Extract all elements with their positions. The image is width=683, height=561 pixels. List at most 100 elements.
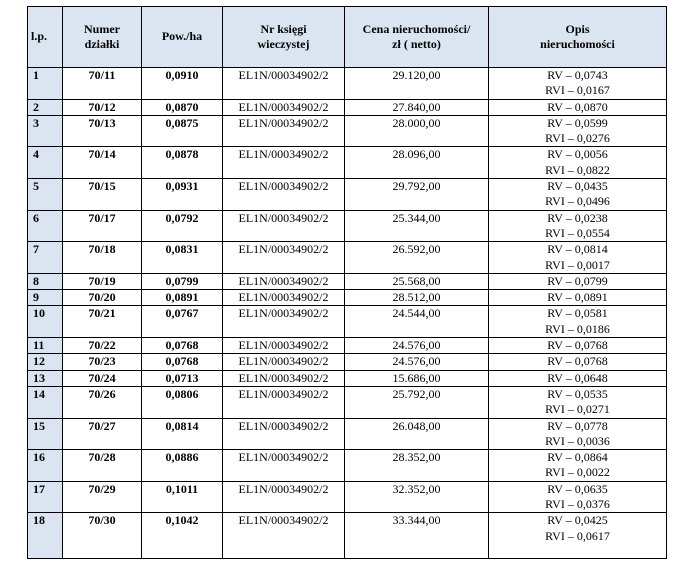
text-line: 28.096,00 bbox=[392, 147, 441, 162]
table-cell: EL1N/00034902/2 bbox=[222, 289, 345, 307]
text-line: 70/15 bbox=[88, 179, 116, 194]
table-cell: EL1N/00034902/2 bbox=[222, 385, 345, 419]
text-line: 1 bbox=[33, 68, 39, 82]
table-cell: 70/19 bbox=[62, 272, 142, 291]
text-line: 18 bbox=[33, 513, 45, 528]
text-line: 0,0792 bbox=[165, 210, 199, 225]
table-cell: RV – 0,0778 RVI – 0,0036 bbox=[488, 417, 667, 451]
table-cell: 18 bbox=[27, 512, 63, 560]
text-line: RVI – 0,0271 bbox=[545, 402, 610, 417]
text-line: RV – 0,0870 bbox=[547, 99, 608, 114]
text-line: 12 bbox=[33, 354, 45, 369]
text-line: EL1N/00034902/2 bbox=[238, 179, 329, 194]
text-line: EL1N/00034902/2 bbox=[238, 290, 329, 305]
table-cell: RV – 0,0814 RVI – 0,0017 bbox=[488, 241, 667, 274]
header-cell: l.p. bbox=[27, 6, 63, 68]
table-cell: 26.048,00 bbox=[344, 417, 489, 451]
table-cell: 70/28 bbox=[62, 449, 142, 482]
table-cell: 24.576,00 bbox=[344, 337, 489, 355]
text-line: 0,0768 bbox=[165, 354, 199, 369]
text-line: RVI – 0,0554 bbox=[545, 225, 610, 240]
text-line: RV – 0,0778 bbox=[547, 418, 608, 433]
text-line: 70/13 bbox=[88, 115, 116, 130]
table-cell: 27.840,00 bbox=[344, 98, 489, 116]
text-line: zł ( netto) bbox=[392, 37, 441, 51]
table-row: 13 70/24 0,0713 EL1N/00034902/2 15.686,00 RV … bbox=[27, 369, 667, 387]
table-cell: EL1N/00034902/2 bbox=[222, 98, 345, 116]
text-line: EL1N/00034902/2 bbox=[238, 273, 329, 288]
table-cell: 70/20 bbox=[62, 289, 142, 307]
text-line: 3 bbox=[33, 115, 39, 130]
table-cell: EL1N/00034902/2 bbox=[222, 337, 345, 355]
text-line: RVI – 0,0617 bbox=[545, 528, 610, 543]
text-line: 24.544,00 bbox=[392, 306, 441, 321]
table-cell: 70/12 bbox=[62, 98, 142, 116]
table-row: 15 70/27 0,0814 EL1N/00034902/2 26.048,00 RV … bbox=[27, 417, 667, 451]
text-line: EL1N/00034902/2 bbox=[238, 68, 329, 82]
table-cell: RV – 0,0743 RVI – 0,0167 bbox=[488, 67, 667, 100]
text-line: RV – 0,0891 bbox=[547, 290, 608, 305]
text-line: 0,0891 bbox=[165, 290, 199, 305]
table-cell: EL1N/00034902/2 bbox=[222, 449, 345, 482]
text-line: 70/27 bbox=[88, 418, 116, 433]
text-line: EL1N/00034902/2 bbox=[238, 338, 329, 353]
text-line: 0,0931 bbox=[165, 179, 199, 194]
table-cell: 0,0891 bbox=[141, 289, 223, 307]
text-line: 0,0806 bbox=[165, 386, 199, 401]
text-line: RVI – 0,0036 bbox=[545, 433, 610, 448]
table-cell: 70/29 bbox=[62, 480, 142, 514]
table-cell: 70/11 bbox=[62, 67, 142, 100]
table-cell: RV – 0,0648 bbox=[488, 369, 667, 387]
text-line: RVI – 0,0276 bbox=[545, 131, 610, 146]
header-cell: Nr księgi wieczystej bbox=[222, 6, 345, 68]
table-cell: 0,0768 bbox=[141, 337, 223, 355]
table-row: 9 70/20 0,0891 EL1N/00034902/2 28.512,00 RV –… bbox=[27, 289, 667, 307]
table-cell: RV – 0,0799 bbox=[488, 272, 667, 291]
text-line: EL1N/00034902/2 bbox=[238, 370, 329, 385]
table-cell: RV – 0,0535 RVI – 0,0271 bbox=[488, 385, 667, 419]
text-line: 0,1042 bbox=[165, 513, 199, 528]
table-cell: 14 bbox=[27, 385, 63, 419]
header-row: l.p. Numer działki Pow./ha Nr księgi wieczyst… bbox=[27, 6, 667, 68]
table-cell: 0,0870 bbox=[141, 98, 223, 116]
text-line: działki bbox=[84, 37, 120, 51]
text-line: 28.000,00 bbox=[392, 115, 441, 130]
text-line: Opis bbox=[565, 21, 590, 36]
text-line: 70/21 bbox=[88, 306, 116, 321]
table-cell: 70/23 bbox=[62, 353, 142, 371]
text-line: 70/20 bbox=[88, 290, 116, 305]
text-line: l.p. bbox=[31, 29, 48, 44]
text-line: RV – 0,0581 bbox=[547, 306, 608, 321]
text-line: RV – 0,0799 bbox=[547, 273, 608, 288]
text-line: 26.048,00 bbox=[392, 418, 441, 433]
table-cell: RV – 0,0238 RVI – 0,0554 bbox=[488, 209, 667, 243]
table-cell: EL1N/00034902/2 bbox=[222, 480, 345, 514]
text-line: Nr księgi bbox=[260, 21, 307, 36]
text-line: 15.686,00 bbox=[392, 370, 441, 385]
table-cell: 25.568,00 bbox=[344, 272, 489, 291]
table-cell: 26.592,00 bbox=[344, 241, 489, 274]
text-line: 0,0875 bbox=[165, 115, 199, 130]
text-line: 0,0886 bbox=[165, 450, 199, 465]
table-cell: 70/22 bbox=[62, 337, 142, 355]
text-line: 14 bbox=[33, 386, 45, 401]
table-cell: 70/17 bbox=[62, 209, 142, 243]
text-line: RV – 0,0425 bbox=[547, 513, 608, 528]
table-cell: 12 bbox=[27, 353, 63, 371]
table-cell: 1 bbox=[27, 67, 63, 100]
table-cell: 70/26 bbox=[62, 385, 142, 419]
table-cell: EL1N/00034902/2 bbox=[222, 369, 345, 387]
text-line: 0,0831 bbox=[165, 242, 199, 257]
text-line: 70/12 bbox=[88, 99, 116, 114]
text-line: 70/22 bbox=[88, 338, 116, 353]
table-cell: EL1N/00034902/2 bbox=[222, 353, 345, 371]
text-line: EL1N/00034902/2 bbox=[238, 354, 329, 369]
table-cell: 8 bbox=[27, 272, 63, 291]
text-line: EL1N/00034902/2 bbox=[238, 418, 329, 433]
text-line: 0,0870 bbox=[165, 99, 199, 114]
table-cell: 15 bbox=[27, 417, 63, 451]
table-cell: 4 bbox=[27, 146, 63, 180]
text-line: RV – 0,0768 bbox=[547, 338, 608, 353]
text-line: RVI – 0,0376 bbox=[545, 497, 610, 512]
text-line: RVI – 0,0017 bbox=[545, 257, 610, 272]
